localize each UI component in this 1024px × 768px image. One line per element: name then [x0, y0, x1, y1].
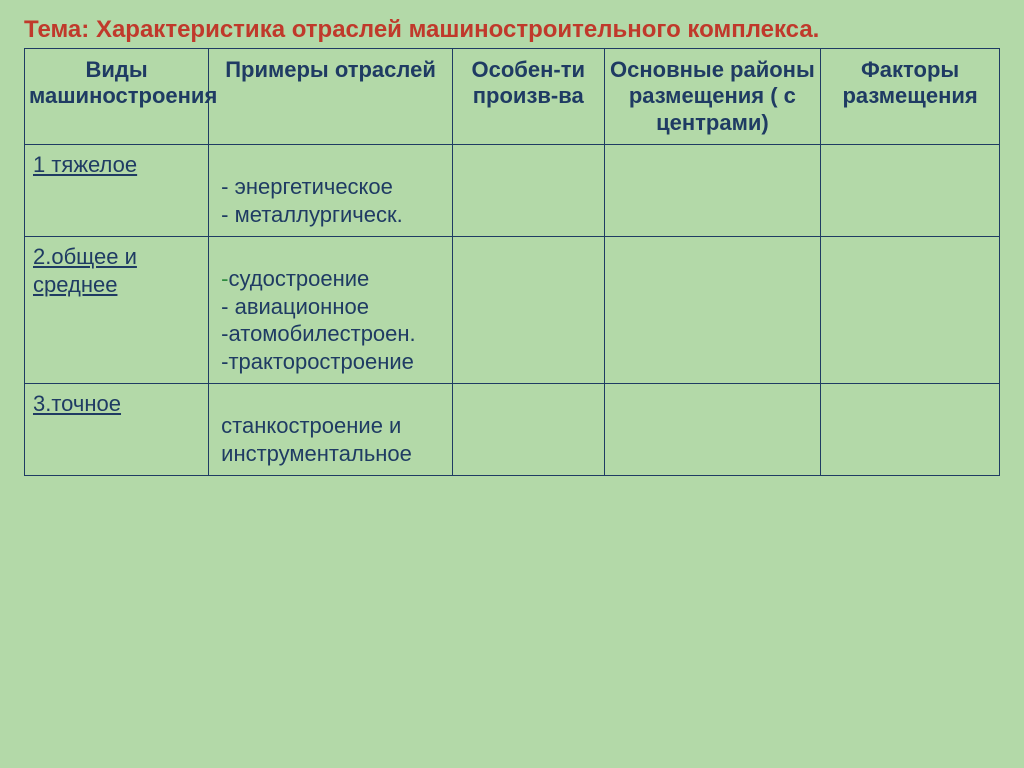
example-item: -атомобилестроен.: [221, 320, 444, 348]
example-item: станкостроение и инструментальное: [221, 412, 444, 467]
header-row: Виды машиностроения Примеры отраслей Осо…: [25, 49, 1000, 145]
page-title: Тема: Характеристика отраслей машиностро…: [24, 16, 1000, 44]
factors-cell: [821, 237, 1000, 384]
features-cell: [452, 237, 604, 384]
regions-cell: [604, 145, 821, 237]
row-label: 1 тяжелое: [33, 151, 137, 179]
example-item: -судостроение: [221, 265, 444, 293]
col-header-types: Виды машиностроения: [25, 49, 209, 145]
example-item: - металлургическ.: [221, 201, 444, 229]
examples-cell: станкостроение и инструментальное: [221, 412, 444, 467]
table-row: 1 тяжелое - энергетическое - металлургич…: [25, 145, 1000, 237]
col-header-regions: Основные районы размещения ( с центрами): [604, 49, 821, 145]
col-header-features: Особен-ти произв-ва: [452, 49, 604, 145]
main-table: Виды машиностроения Примеры отраслей Осо…: [24, 48, 1000, 476]
row-label: 3.точное: [33, 390, 121, 418]
example-item: -тракторостроение: [221, 348, 444, 376]
features-cell: [452, 145, 604, 237]
example-text: судостроение: [228, 266, 369, 291]
col-header-examples: Примеры отраслей: [209, 49, 453, 145]
col-header-factors: Факторы размещения: [821, 49, 1000, 145]
factors-cell: [821, 384, 1000, 476]
example-item: - авиационное: [221, 293, 444, 321]
examples-cell: -судостроение - авиационное -атомобилест…: [221, 265, 444, 375]
row-label: 2.общее и среднее: [33, 243, 200, 298]
examples-cell: - энергетическое - металлургическ.: [221, 173, 444, 228]
table-row: 2.общее и среднее -судостроение - авиаци…: [25, 237, 1000, 384]
table-row: 3.точное станкостроение и инструментальн…: [25, 384, 1000, 476]
regions-cell: [604, 237, 821, 384]
features-cell: [452, 384, 604, 476]
example-item: - энергетическое: [221, 173, 444, 201]
regions-cell: [604, 384, 821, 476]
factors-cell: [821, 145, 1000, 237]
